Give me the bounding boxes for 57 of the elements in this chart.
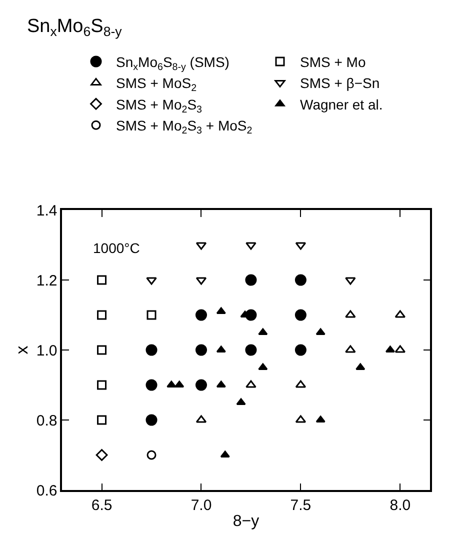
point: [294, 309, 306, 321]
x-tick-label: 8.0: [390, 496, 411, 514]
point: [195, 344, 207, 356]
y-tick-label: 0.6: [36, 482, 58, 500]
legend-label: SMS + MoS$_{2}$: [116, 75, 197, 94]
point: [174, 380, 184, 388]
point: [97, 310, 107, 320]
point: [97, 345, 107, 355]
point: [246, 242, 256, 250]
point: [195, 309, 207, 321]
point: [345, 345, 356, 353]
point: [195, 379, 207, 391]
legend-label: Sn$_{x}$Mo$_{6}$S$_{8-y}$ (SMS): [116, 54, 230, 73]
legend-label: Wagner et al.: [300, 96, 383, 112]
point: [246, 380, 256, 388]
y-tick-label: 1.4: [36, 202, 58, 220]
x-axis-title: 8−y: [232, 512, 260, 530]
x-tick-label: 7.0: [190, 496, 212, 514]
point: [345, 310, 356, 318]
point: [245, 344, 257, 356]
point: [216, 307, 226, 314]
y-tick-label: 1.2: [36, 272, 58, 290]
x-tick-label: 6.5: [91, 496, 112, 514]
point: [258, 363, 268, 370]
chart-title: Sn$_{x}$Mo$_{6}$S$_{8-y}$: [26, 16, 122, 40]
point: [146, 344, 158, 356]
point: [146, 310, 156, 320]
point: [316, 416, 326, 422]
point: [146, 277, 157, 285]
point: [216, 380, 226, 388]
point: [294, 274, 306, 286]
legend-label: SMS + Mo$_{2}$S$_{3}$: [116, 96, 203, 116]
point: [97, 275, 107, 285]
y-tick-label: 1.0: [36, 342, 58, 360]
legend-label: SMS + Mo$_{2}$S$_{3}$ + MoS$_{2}$: [116, 118, 252, 136]
point: [146, 414, 158, 426]
x-tick-label: 7.5: [290, 496, 312, 514]
point: [258, 328, 268, 335]
annotation: 1000°C: [93, 240, 140, 256]
point: [216, 346, 226, 352]
y-axis-title: x: [12, 345, 32, 354]
point: [345, 277, 356, 285]
legend-label: SMS + Mo: [300, 54, 366, 70]
point: [146, 379, 158, 391]
point: [96, 449, 108, 461]
y-tick-label: 0.8: [36, 412, 58, 430]
point: [166, 380, 176, 388]
point: [294, 344, 306, 356]
point: [245, 274, 257, 286]
point: [146, 450, 156, 460]
point: [97, 415, 107, 425]
legend-label: SMS + β−Sn: [300, 75, 380, 92]
point: [236, 398, 246, 405]
point: [97, 380, 107, 390]
point: [316, 328, 326, 335]
point: [356, 363, 366, 370]
point: [220, 450, 230, 458]
